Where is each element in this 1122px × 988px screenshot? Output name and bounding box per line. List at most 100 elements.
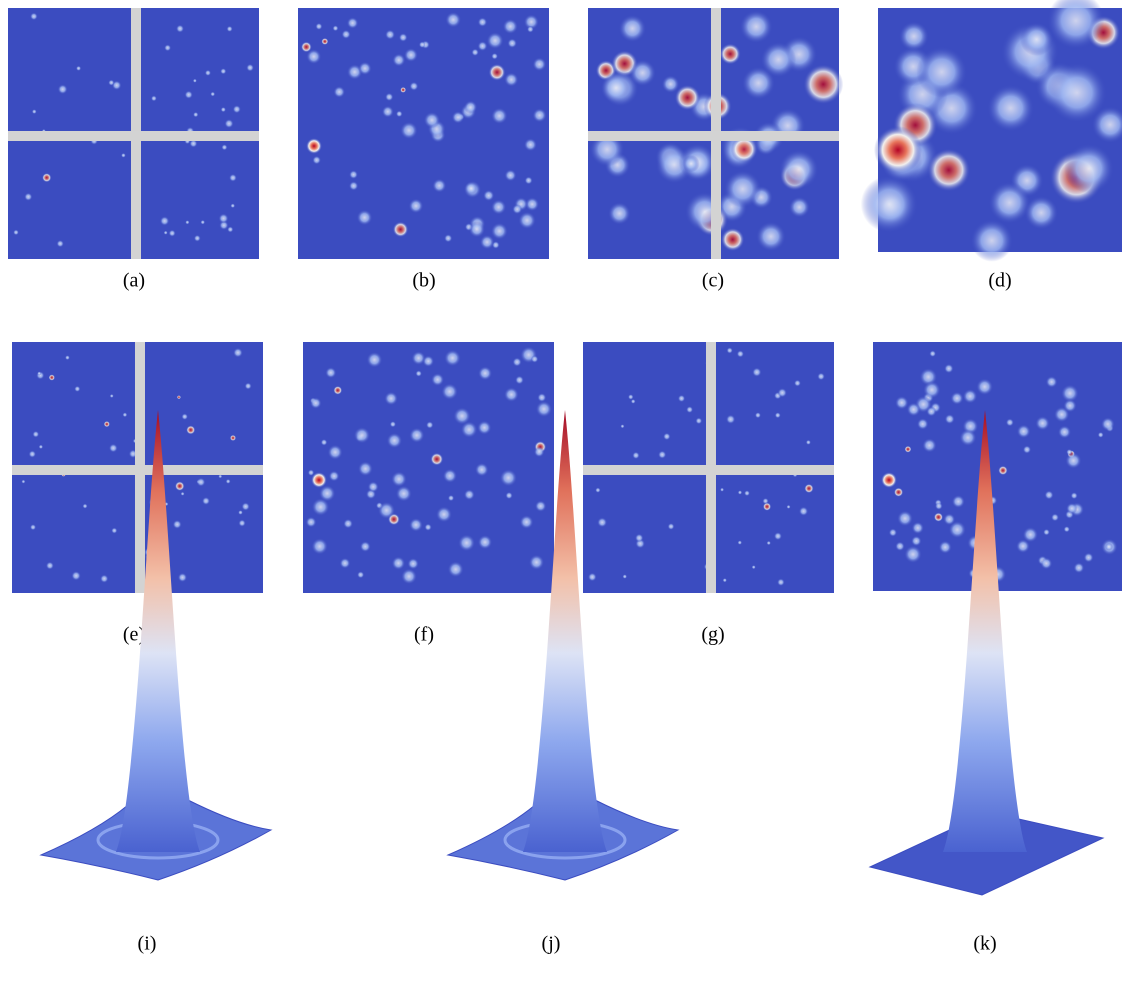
heat-blob [1101,417,1115,431]
heat-blob [122,412,127,417]
heat-blob [529,555,544,570]
heat-blob [804,484,813,493]
heat-blob [588,573,597,582]
heat-blob [37,371,41,375]
heat-blob [767,541,771,545]
heat-blob [889,528,897,536]
panel-label: (c) [702,270,724,292]
heat-blob [396,486,412,502]
heat-blob [452,111,465,124]
heat-blob [487,32,504,49]
heat-blob [504,169,516,181]
heat-blob [173,520,182,529]
heat-blob [186,425,195,434]
heat-blob [976,378,993,395]
heat-blob [57,240,64,247]
heat-blob [343,519,353,529]
heat-blob [817,373,825,381]
heat-blob [39,445,43,449]
heat-blob [109,444,118,453]
heat-blob [533,108,547,122]
heat-blob [404,48,418,62]
heat-blob [907,402,921,416]
heat-blob [205,70,211,76]
heat-blob [786,505,790,509]
heat-blob [315,23,322,30]
heat-blob [227,226,233,232]
heat-blob [1051,513,1059,521]
heat-blob [775,412,781,418]
heat-blob [737,350,744,357]
heat-blob [1064,144,1114,194]
heat-blob [312,156,321,165]
heat-blob [1063,399,1076,412]
heat-blob [477,421,491,435]
heat-blob [469,221,485,237]
heat-blob [491,53,498,60]
heat-blob [682,155,699,172]
heat-blob [458,534,475,551]
heat-blob [489,64,506,81]
heat-blob [944,364,953,373]
panel-label: (f) [414,624,434,646]
heat-blob [895,396,909,410]
heat-blob [912,522,924,534]
heat-blob [533,57,547,71]
panels: (a)(b)(c)(d)(e)(f)(g)(h)(i)(j)(k) [8,0,1122,955]
heat-blob [475,463,489,477]
heat-blob [744,490,750,496]
heat-blob [464,182,477,195]
heat-blob [806,440,811,445]
heat-blob [241,502,249,510]
heat-peak [306,138,322,154]
heat-blob [238,519,245,526]
heat-blob [934,512,943,521]
heat-blob [409,82,418,91]
heatmap [861,0,1122,262]
heat-blob [382,106,394,118]
heat-blob [392,556,406,570]
heat-blob [794,380,801,387]
heat-blob [917,418,929,430]
heat-blob [436,506,452,522]
heat-blob [246,64,254,72]
heat-blob [720,43,741,64]
heat-blob [527,26,534,33]
heat-blob [756,222,786,252]
heat-blob [464,101,477,114]
heat-blob [221,144,227,150]
heat-blob [340,558,351,569]
heat-blob [923,381,940,398]
heat-blob [491,108,507,124]
heat-blob [778,388,787,397]
heat-blob [895,541,905,551]
heat-blob [30,524,36,530]
heat-blob [686,406,693,413]
heat-blob [632,452,639,459]
heat-blob [185,220,189,224]
heat-blob [367,352,383,368]
heat-blob [360,541,371,552]
heat-blob [755,412,761,418]
heat-blob [111,527,117,533]
heat-blob [419,41,426,48]
heat-blob [894,488,903,497]
heat-blob [46,562,54,570]
heat-blob [959,429,976,446]
heat-blob [515,376,524,385]
heat-blob [226,479,231,484]
heat-blob [197,478,206,487]
heat-blob [478,366,492,380]
separator [8,131,259,141]
heat-blob [441,383,458,400]
heat-blob [306,49,321,64]
heat-blob [464,489,475,500]
heat-blob [443,469,457,483]
heat-blob [431,373,444,386]
heat-blob [987,85,1034,132]
heat-blob [537,393,546,402]
heat-blob [332,25,338,31]
heat-blob [777,578,785,586]
heat-blob [929,350,936,357]
heat-blob [727,347,733,353]
